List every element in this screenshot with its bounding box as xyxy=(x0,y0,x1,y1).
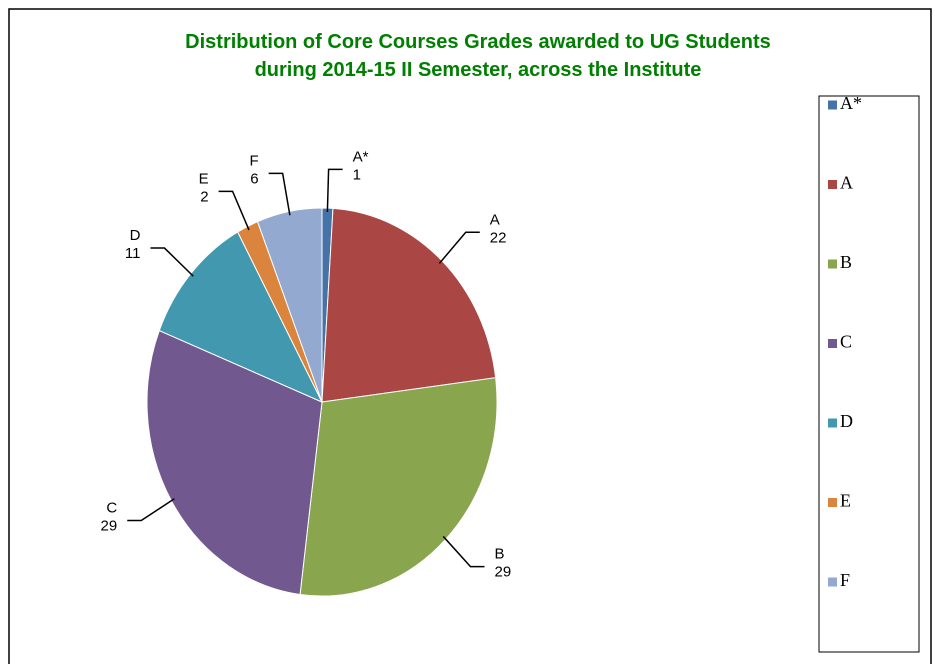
chart-title: Distribution of Core Courses Grades awar… xyxy=(185,31,771,53)
data-label-name: B xyxy=(494,546,504,563)
data-label-name: D xyxy=(130,227,141,244)
legend-label: B xyxy=(840,252,852,272)
data-label: 2 xyxy=(200,188,208,205)
leader-line xyxy=(438,231,480,264)
legend-swatch xyxy=(828,180,837,189)
legend-swatch xyxy=(828,498,837,507)
leader-line xyxy=(218,190,250,231)
data-label: 22 xyxy=(490,229,507,246)
data-label-name: A xyxy=(490,211,500,228)
leader-line xyxy=(127,498,175,522)
data-label-name: A* xyxy=(353,148,369,165)
leader-line xyxy=(150,247,194,277)
frame xyxy=(8,8,932,664)
legend-swatch xyxy=(828,339,837,348)
data-label: 29 xyxy=(494,564,511,581)
legend-label: C xyxy=(840,332,852,352)
data-label-name: E xyxy=(199,170,209,187)
data-label-name: C xyxy=(106,500,117,517)
legend-label: D xyxy=(840,411,853,431)
pie-slice xyxy=(321,207,497,403)
legend-swatch xyxy=(828,577,837,587)
data-label: 11 xyxy=(125,245,141,262)
legend-swatch xyxy=(828,100,837,110)
leader-line xyxy=(442,535,485,568)
legend-label: E xyxy=(840,491,851,511)
data-label: 29 xyxy=(101,518,118,535)
leader-line xyxy=(326,168,343,212)
legend-label: A* xyxy=(840,93,862,113)
legend-label: F xyxy=(840,570,850,590)
legend-box xyxy=(818,95,920,653)
legend-swatch xyxy=(828,259,837,269)
legend-swatch xyxy=(828,418,837,428)
data-label: 1 xyxy=(353,166,361,183)
legend-label: A xyxy=(840,173,853,193)
data-label-name: F xyxy=(249,152,258,169)
leader-line xyxy=(268,172,291,216)
chart-title: during 2014-15 II Semester, across the I… xyxy=(255,59,702,81)
data-label: 6 xyxy=(250,170,258,187)
